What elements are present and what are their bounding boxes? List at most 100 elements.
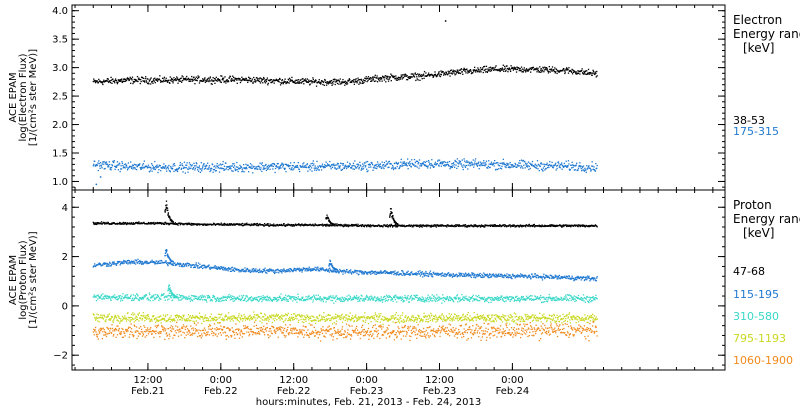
data-point [249,167,251,169]
data-point [354,269,356,272]
data-point [481,164,484,166]
data-point [482,164,484,167]
data-point [145,261,147,263]
data-point [176,77,179,79]
data-point [104,162,107,164]
data-point [242,170,244,172]
data-point [295,79,297,81]
data-point [450,166,452,169]
data-point [510,65,512,67]
data-point [113,161,115,164]
data-point [222,297,225,299]
data-point [494,66,496,68]
data-point [280,82,282,84]
data-point [512,273,514,275]
data-point [193,266,196,269]
data-point [173,170,175,173]
data-point [464,166,467,168]
data-point [136,75,139,78]
data-point [155,293,157,296]
data-point [451,72,453,74]
data-point [224,296,227,299]
data-point [137,164,139,167]
data-point [443,164,445,167]
data-point [135,259,138,262]
data-point [151,170,153,172]
data-point [237,77,240,80]
data-point [182,76,184,78]
data-point [360,165,362,167]
data-point [237,166,239,168]
data-point [482,67,484,69]
data-point [148,83,150,85]
data-point [383,161,386,164]
data-point [334,269,336,271]
data-point [442,161,444,163]
data-point [252,172,254,174]
data-point [408,162,410,164]
data-point [191,164,193,166]
data-point [281,269,284,271]
data-point [318,224,320,227]
data-point [489,163,492,165]
data-point [166,80,168,83]
data-point [539,71,541,73]
data-point [318,268,320,270]
data-point [358,168,360,170]
data-point [467,273,469,276]
data-point [178,263,180,266]
data-point [132,299,134,301]
data-point [483,276,485,278]
data-point [291,167,293,169]
data-point [125,223,127,225]
data-point [479,67,482,69]
data-point [215,76,217,78]
data-point [233,270,236,272]
data-point [135,293,138,295]
data-point [560,277,562,279]
data-point [129,261,131,263]
data-point [450,69,453,71]
data-point [573,280,575,282]
data-point [212,295,215,297]
data-point [487,275,489,277]
data-point [277,162,279,165]
data-point [332,164,335,166]
data-point [198,266,201,269]
data-point [589,278,591,280]
data-point [314,268,316,271]
data-point [415,74,417,76]
data-point [166,296,168,298]
data-point [231,224,233,226]
data-point [170,262,172,264]
data-point [468,224,470,227]
data-point [521,68,524,70]
data-point [147,78,149,80]
data-point [455,71,458,73]
data-point [547,164,550,167]
data-point [447,70,449,72]
data-point [402,76,405,79]
data-point [341,80,343,83]
data-point [241,171,243,173]
data-point [244,167,246,169]
data-point [108,161,110,163]
data-point [314,80,316,82]
data-point [189,297,191,300]
data-point [125,297,128,299]
data-point [555,276,557,278]
data-point [424,75,427,77]
data-point [549,225,551,227]
data-point [362,82,364,84]
data-point [230,168,232,170]
data-point [388,272,391,275]
data-point [552,277,554,279]
data-point [385,225,387,227]
data-point [496,274,499,276]
data-point [132,222,135,224]
data-point [233,267,235,269]
data-point [221,78,223,81]
spike-point [165,208,167,210]
data-point [354,160,356,162]
data-point [241,224,243,227]
